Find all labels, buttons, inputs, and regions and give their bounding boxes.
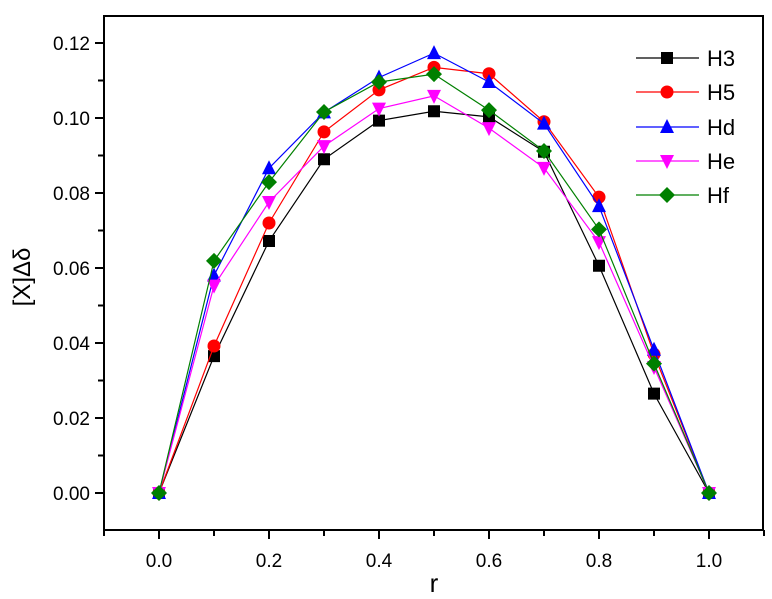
y-tick-label: 0.08: [53, 184, 90, 205]
legend-item-hf: Hf: [636, 183, 730, 208]
legend-label: H5: [707, 80, 735, 105]
y-tick-label: 0.06: [53, 259, 90, 280]
legend-label: Hf: [707, 183, 730, 208]
legend-label: H3: [707, 46, 735, 71]
y-tick-label: 0.00: [53, 484, 90, 505]
x-tick-label: 1.0: [696, 551, 722, 572]
legend: H3 H5 Hd He Hf: [636, 46, 735, 208]
y-tick-label: 0.02: [53, 409, 90, 430]
x-tick-label: 0.0: [146, 551, 172, 572]
x-tick-label: 0.8: [586, 551, 612, 572]
x-axis-label: r: [430, 568, 439, 598]
legend-item-h5: H5: [636, 80, 735, 105]
x-tick-label: 0.6: [476, 551, 502, 572]
series-hf: [151, 66, 717, 501]
y-tick-label: 0.10: [53, 109, 90, 130]
legend-item-hd: Hd: [636, 115, 735, 140]
y-tick-label: 0.04: [53, 334, 90, 355]
x-tick-label: 0.4: [366, 551, 393, 572]
x-tick-label: 0.2: [256, 551, 282, 572]
y-tick-label: 0.12: [53, 34, 90, 55]
series-layer: [151, 45, 717, 501]
axes: 0.0 0.2 0.4 0.6 0.8 1.0 0.00 0.02 0.04 0.06 0.08 0.…: [53, 15, 765, 572]
legend-label: Hd: [707, 115, 735, 140]
legend-item-he: He: [636, 149, 735, 174]
legend-item-h3: H3: [636, 46, 735, 71]
legend-label: He: [707, 149, 735, 174]
y-axis-label: [X]Δδ: [9, 248, 36, 307]
